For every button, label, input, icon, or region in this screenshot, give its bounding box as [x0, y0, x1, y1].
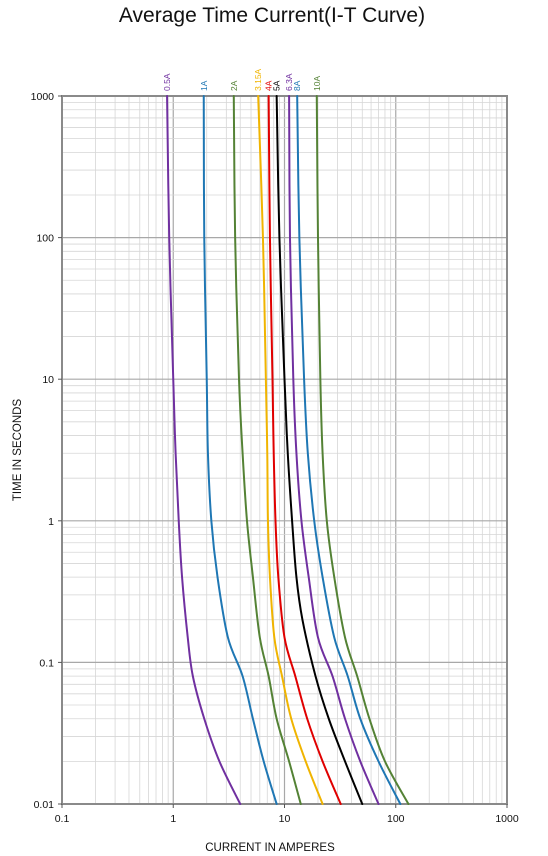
plot-grid [62, 96, 507, 804]
x-axis-ticks: 0.1 1 10 100 1000 [55, 804, 519, 825]
series-label-5A: 5A [272, 80, 282, 91]
series-line-1A [202, 95, 278, 805]
x-tick-label: 100 [387, 813, 405, 825]
series-line-6.3A [288, 95, 380, 805]
y-tick-label: 1 [48, 516, 54, 528]
series-line-3.15A [257, 95, 324, 805]
series-line-0.5A [166, 95, 242, 805]
series-label-3.15A: 3.15A [253, 68, 263, 91]
y-tick-label: 100 [36, 233, 54, 245]
series-line-2A [232, 95, 302, 805]
y-tick-label: 1000 [31, 91, 55, 103]
y-axis-ticks: 0.01 0.1 1 10 100 1000 [31, 91, 62, 811]
y-tick-label: 0.1 [39, 657, 54, 669]
series-line-8A [296, 95, 402, 805]
y-axis-label: TIME IN SECONDS [12, 399, 24, 502]
series-label-6.3A: 6.3A [284, 73, 294, 91]
series-label-4A: 4A [264, 80, 274, 91]
y-tick-label: 0.01 [34, 799, 55, 811]
x-tick-label: 1 [170, 813, 176, 825]
series-lines [166, 95, 410, 805]
series-label-8A: 8A [292, 80, 302, 91]
series-label-0.5A: 0.5A [162, 73, 172, 91]
series-label-1A: 1A [199, 80, 209, 91]
series-label-2A: 2A [229, 80, 239, 91]
y-tick-label: 10 [42, 374, 54, 386]
series-label-10A: 10A [312, 76, 322, 91]
series-line-4A [267, 95, 342, 805]
x-tick-label: 0.1 [55, 813, 70, 825]
x-tick-label: 1000 [495, 813, 519, 825]
x-tick-label: 10 [279, 813, 291, 825]
series-line-10A [315, 95, 410, 805]
series-line-5A [275, 95, 364, 805]
x-axis-label: CURRENT IN AMPERES [205, 842, 335, 854]
chart-title: Average Time Current(I-T Curve) [119, 4, 425, 27]
